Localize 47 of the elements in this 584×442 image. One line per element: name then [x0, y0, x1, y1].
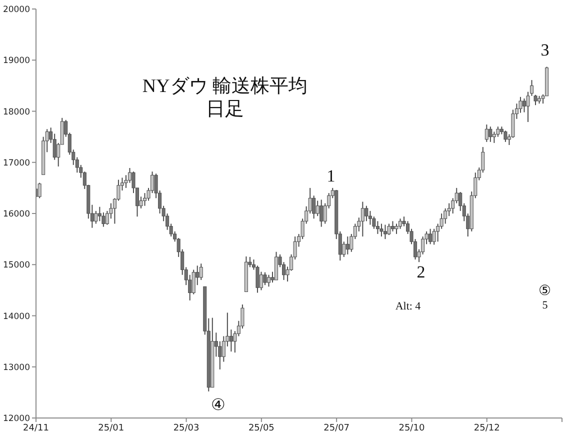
candlestick: [38, 182, 42, 199]
y-tick-label: 16000: [2, 210, 30, 220]
candlestick: [320, 199, 324, 228]
candlestick: [380, 223, 384, 238]
candlestick: [360, 201, 364, 238]
candlestick: [390, 220, 394, 232]
text: NYダウ 輸送株平均: [141, 76, 309, 98]
y-tick-label: 15000: [2, 260, 30, 271]
candlestick: [504, 130, 508, 142]
annotation: 3: [540, 40, 550, 60]
y-tick-label: 12000: [2, 414, 30, 424]
text: 日足: [205, 99, 245, 121]
x-tick-label: 25/07: [324, 423, 350, 434]
x-tick-label: 25/10: [398, 423, 425, 434]
x-tick-label: 25/05: [248, 423, 274, 434]
annotation: ④: [211, 397, 225, 414]
candlestick: [488, 126, 492, 142]
candlestick: [522, 98, 526, 113]
x-tick-label: 25/12: [474, 423, 500, 434]
candlestick: [229, 329, 233, 352]
annotation: Alt: 4: [395, 300, 421, 312]
y-tick-label: 17000: [2, 158, 30, 168]
candlestick: [428, 228, 432, 245]
candlestick: [267, 274, 271, 288]
candlestick: [376, 220, 380, 234]
x-tick-label: 24/11: [23, 423, 49, 434]
annotation: 5: [542, 300, 548, 312]
annotation: ⑤: [538, 284, 552, 299]
candlestick: [368, 210, 372, 226]
y-tick-label: 20000: [2, 5, 30, 16]
annotation: 2: [416, 262, 426, 282]
x-tick-label: 25/01: [98, 423, 124, 434]
candlestick: [387, 223, 391, 236]
y-tick-label: 18000: [2, 107, 30, 118]
y-tick-label: 14000: [2, 312, 30, 322]
candlestick: [259, 271, 263, 291]
x-tick-label: 25/03: [173, 423, 200, 434]
candlestick: [346, 236, 350, 255]
candlestick: [94, 210, 98, 224]
y-tick-label: 13000: [2, 362, 30, 373]
candlestick: [383, 224, 387, 240]
candlestick: [364, 205, 368, 222]
candlestick: [274, 251, 278, 280]
candlestick: [263, 272, 267, 286]
annotation: 1: [326, 166, 336, 186]
candlestick: [484, 124, 488, 142]
y-tick-label: 19000: [2, 56, 30, 66]
